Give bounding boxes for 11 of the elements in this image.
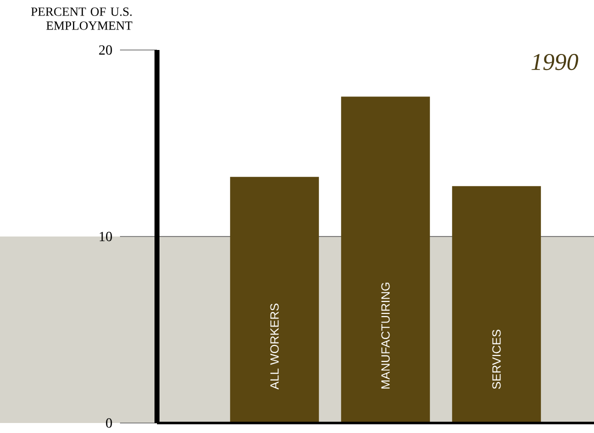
y-tick-label: 10 bbox=[100, 232, 112, 242]
bar bbox=[230, 176, 319, 423]
y-tick-label: 0 bbox=[106, 418, 112, 428]
bar bbox=[341, 96, 430, 423]
y-tick-label: 20 bbox=[99, 45, 112, 55]
x-tick-label: SERVICES bbox=[492, 330, 501, 389]
chart-title: 1990 bbox=[532, 54, 578, 70]
bar bbox=[452, 186, 541, 423]
x-tick-label: ALL WORKERS bbox=[270, 304, 279, 390]
x-tick-label: MANUFACTUIRING bbox=[381, 282, 390, 388]
y-axis-title: PERCENT OF U.S. EMPLOYMENT bbox=[31, 8, 132, 30]
